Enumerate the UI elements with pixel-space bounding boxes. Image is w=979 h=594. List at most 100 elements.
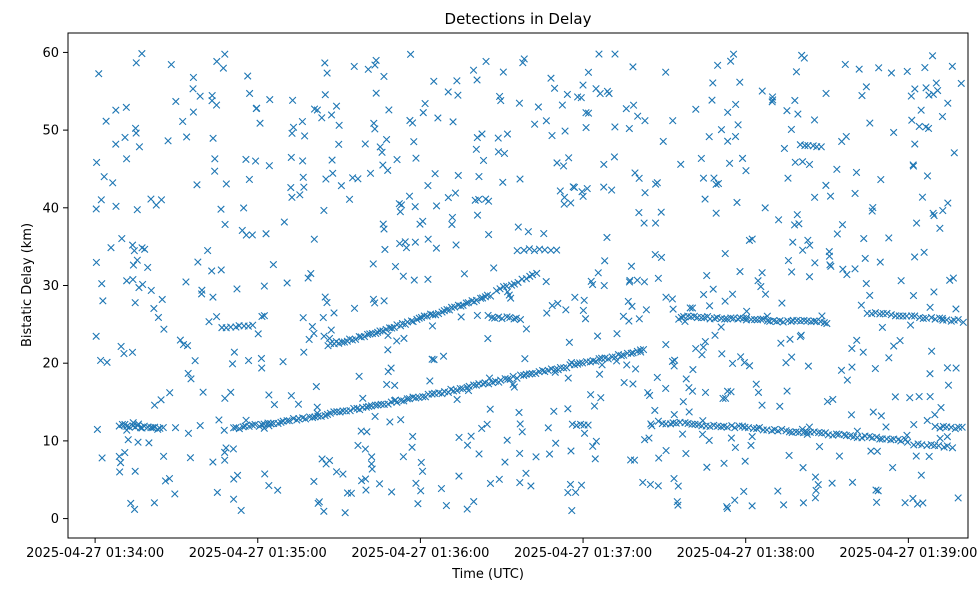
detection-marker (500, 149, 509, 158)
detection-marker (499, 68, 508, 76)
detection-marker (455, 472, 463, 480)
detection-marker (159, 423, 167, 432)
detection-marker (887, 311, 895, 319)
detection-marker (580, 429, 589, 437)
detection-marker (858, 91, 866, 100)
detection-marker (475, 172, 483, 181)
detection-marker (330, 408, 338, 416)
detection-marker (437, 484, 446, 493)
detection-marker (552, 246, 561, 254)
detection-marker (355, 372, 363, 380)
detection-marker (516, 315, 525, 324)
detection-marker (383, 380, 391, 389)
detection-marker (258, 364, 266, 372)
detection-marker (624, 297, 632, 306)
detection-marker (332, 102, 341, 110)
detection-marker (600, 281, 608, 290)
detection-marker (712, 209, 720, 217)
detection-marker (582, 123, 590, 132)
detection-marker (877, 412, 886, 420)
detection-marker (131, 467, 139, 475)
detection-marker (619, 312, 628, 321)
detection-marker (673, 497, 681, 506)
detection-marker (736, 353, 745, 361)
detection-marker (568, 506, 576, 515)
detection-marker (479, 380, 487, 388)
detection-marker (520, 55, 528, 63)
detection-marker (215, 416, 223, 424)
detection-marker (509, 372, 517, 381)
detection-marker (918, 193, 927, 201)
detection-marker (447, 303, 456, 312)
detection-marker (220, 426, 228, 434)
detection-marker (662, 68, 670, 76)
detection-marker (595, 370, 604, 378)
detection-marker (409, 317, 417, 326)
detection-marker (92, 158, 101, 167)
detection-marker (745, 362, 754, 370)
detection-marker (861, 254, 869, 263)
detection-marker (366, 330, 374, 338)
detection-marker (548, 301, 556, 310)
detection-marker (711, 331, 719, 339)
detection-marker (619, 351, 628, 359)
detection-marker (359, 394, 367, 403)
detection-marker (457, 302, 465, 310)
detection-marker (270, 400, 279, 409)
detection-marker (518, 428, 526, 436)
detection-marker (515, 408, 523, 417)
detection-marker (748, 432, 756, 441)
detection-marker (516, 420, 524, 428)
detection-marker (321, 91, 329, 99)
detection-marker (403, 395, 411, 403)
detection-marker (205, 317, 213, 326)
detection-marker (453, 77, 461, 85)
detection-marker (628, 302, 636, 310)
detection-marker (579, 81, 587, 89)
detection-marker (405, 395, 414, 403)
detection-marker (810, 317, 818, 325)
detection-marker (931, 410, 939, 419)
detection-marker (496, 376, 505, 384)
detection-marker (391, 396, 400, 404)
detection-marker (774, 216, 783, 224)
detection-marker (640, 219, 648, 227)
detection-marker (361, 445, 370, 453)
detection-marker (929, 90, 938, 99)
detection-marker (532, 453, 540, 461)
detection-marker (712, 180, 720, 189)
detection-marker (400, 334, 408, 343)
detection-marker (855, 65, 863, 73)
detection-marker (472, 145, 481, 154)
detection-marker (907, 92, 916, 100)
detection-marker (540, 229, 548, 238)
detection-marker (710, 314, 719, 323)
detection-marker (481, 195, 490, 203)
detection-marker (725, 159, 734, 168)
detection-marker (483, 420, 491, 428)
detection-marker (755, 423, 764, 432)
detection-marker (453, 386, 461, 395)
detection-marker (934, 442, 943, 450)
detection-marker (677, 160, 685, 169)
detection-marker (217, 205, 225, 213)
detection-marker (377, 400, 385, 408)
detection-marker (787, 353, 796, 361)
detection-marker (354, 441, 362, 450)
detection-marker (550, 407, 558, 415)
detection-marker (713, 61, 722, 70)
detection-marker (584, 421, 592, 429)
detection-marker (312, 382, 321, 391)
detection-marker (501, 458, 509, 466)
detection-marker (430, 77, 438, 85)
detection-marker (923, 172, 932, 180)
detection-marker (910, 441, 918, 449)
detection-marker (611, 50, 619, 58)
detection-marker (92, 205, 100, 213)
detection-marker (420, 312, 428, 320)
detection-marker (867, 447, 875, 455)
detection-marker (298, 157, 307, 165)
detection-marker (579, 192, 587, 200)
detection-marker (688, 304, 697, 312)
detection-marker (857, 301, 866, 309)
